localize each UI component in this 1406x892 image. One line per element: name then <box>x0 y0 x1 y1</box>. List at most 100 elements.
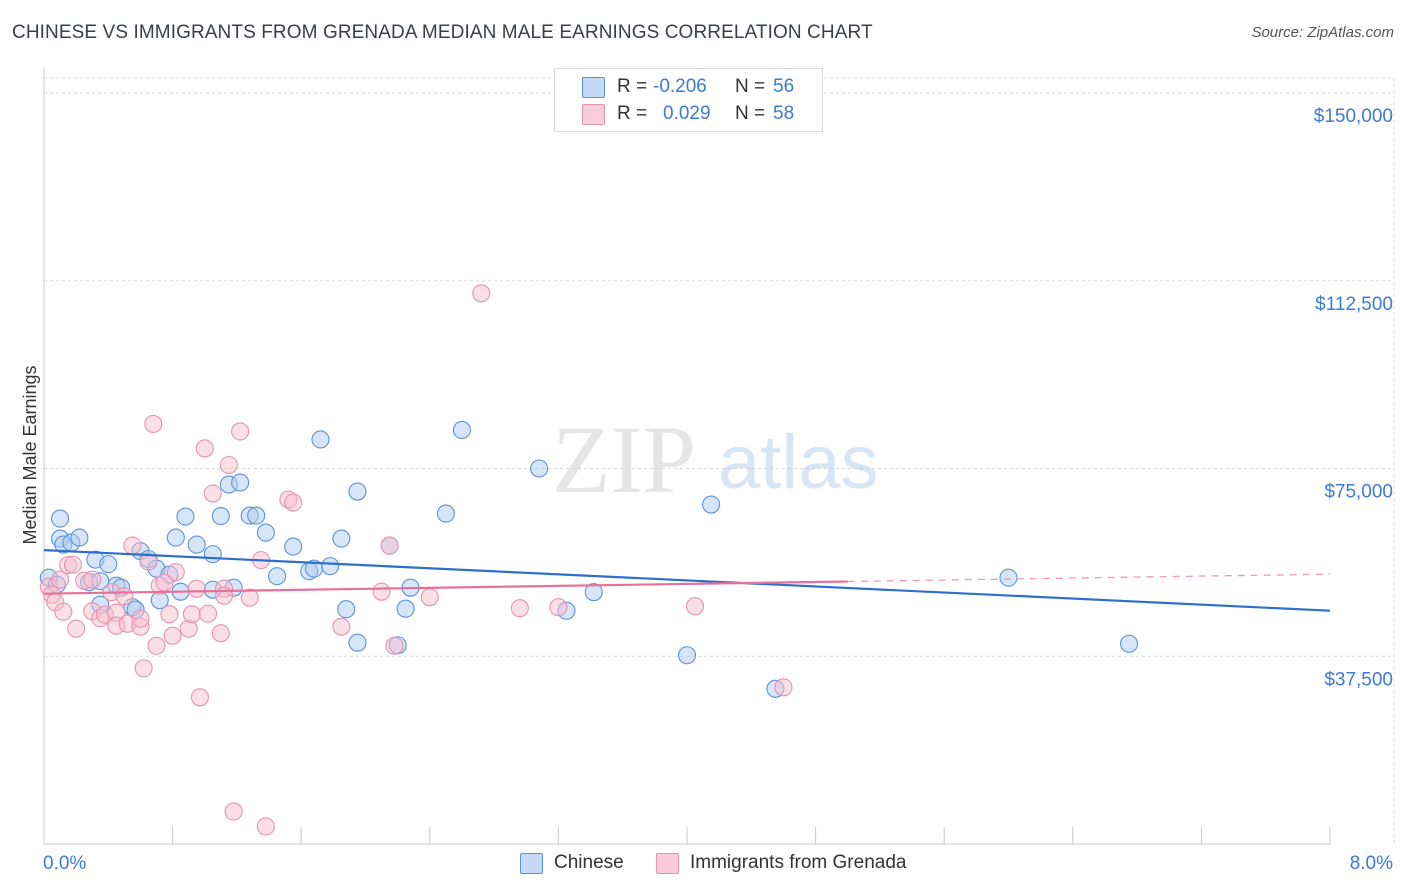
legend-r-value: 0.029 <box>663 103 711 124</box>
chinese-point <box>284 537 303 556</box>
grenada-point <box>160 605 179 624</box>
axis-labels: $37,500 $75,000 $112,500 $150,000 0.0% 8.0% Me… <box>20 106 1393 874</box>
chinese-point <box>203 545 222 564</box>
legend-row-grenada: R = 0.029 N = 58 <box>555 101 794 127</box>
x-tick-label-min: 0.0% <box>43 853 86 874</box>
grenada-point <box>203 484 222 503</box>
y-tick-label: $37,500 <box>1324 669 1393 690</box>
grenada-point <box>144 414 163 434</box>
series-swatch-grenada <box>656 852 679 874</box>
y-tick-label: $112,500 <box>1315 294 1393 315</box>
legend-r-label: R = <box>617 76 648 97</box>
grenada-point <box>163 626 182 645</box>
chinese-trend-line <box>43 549 1331 612</box>
grenada-point <box>83 570 102 589</box>
grenada-trend-line-projection <box>847 573 1331 583</box>
grenada-point <box>67 619 86 638</box>
grenada-point <box>774 678 793 697</box>
series-legend: Chinese Immigrants from Grenada <box>0 852 1406 878</box>
series-legend-grenada[interactable]: Immigrants from Grenada <box>656 852 906 874</box>
grenada-point <box>147 636 166 655</box>
grenada-point <box>190 688 209 707</box>
grenada-point <box>224 802 243 821</box>
chinese-point <box>999 568 1018 587</box>
gridlines <box>44 77 1395 844</box>
data-points <box>39 284 1139 836</box>
chinese-point <box>176 507 195 526</box>
grenada-point <box>420 588 439 607</box>
chinese-point <box>256 523 275 542</box>
series-label-chinese: Chinese <box>554 852 624 873</box>
chinese-point <box>677 646 697 665</box>
chinese-point <box>231 473 250 492</box>
watermark: ZIP atlas <box>552 406 879 513</box>
grenada-point <box>240 588 259 607</box>
y-tick-label: $75,000 <box>1324 482 1393 503</box>
grenada-point <box>187 579 206 598</box>
trend-lines <box>43 549 1331 612</box>
chinese-point <box>337 600 356 619</box>
chinese-point <box>452 420 472 440</box>
grenada-point <box>685 597 705 616</box>
chart-title: CHINESE VS IMMIGRANTS FROM GRENADA MEDIA… <box>12 22 873 43</box>
chinese-point <box>311 430 330 449</box>
legend-row-chinese: R = -0.206 N = 56 <box>555 74 794 100</box>
grenada-point <box>231 422 250 441</box>
axes <box>43 68 1331 845</box>
grenada-point <box>372 582 391 601</box>
chinese-point <box>99 555 118 574</box>
legend-r-value: -0.206 <box>653 76 707 97</box>
chinese-point <box>348 482 367 501</box>
grenada-point <box>214 586 234 605</box>
grenada-point <box>256 817 275 836</box>
grenada-point <box>131 609 150 628</box>
watermark-zip: ZIP <box>552 406 696 513</box>
chinese-point <box>332 529 351 548</box>
grenada-point <box>549 598 568 617</box>
chinese-point <box>166 528 185 547</box>
grenada-point <box>284 493 303 512</box>
grenada-point <box>332 617 351 636</box>
chinese-point <box>321 557 340 576</box>
grenada-point <box>219 455 238 475</box>
chinese-point <box>247 506 266 525</box>
chinese-point <box>51 509 70 528</box>
grenada-point <box>63 555 82 574</box>
grenada-point <box>166 563 185 582</box>
legend-n-value: 56 <box>773 76 795 97</box>
grenada-point <box>115 587 134 606</box>
y-axis-label: Median Male Earnings <box>20 365 40 544</box>
source-label: Source: ZipAtlas.com <box>1251 24 1394 41</box>
chinese-point <box>584 583 603 602</box>
grenada-point <box>385 636 404 655</box>
chinese-point <box>436 504 455 523</box>
chinese-point <box>211 507 230 526</box>
chinese-point <box>530 459 549 478</box>
chinese-point <box>187 535 206 554</box>
chinese-point <box>702 495 721 514</box>
series-label-grenada: Immigrants from Grenada <box>690 852 907 873</box>
grenada-point <box>51 570 70 589</box>
grenada-point <box>211 624 230 643</box>
chinese-point <box>396 599 415 618</box>
chinese-point <box>1120 634 1139 653</box>
chinese-point <box>268 567 287 586</box>
series-legend-chinese[interactable]: Chinese <box>520 852 624 874</box>
legend-swatch-grenada <box>582 103 605 125</box>
legend-swatch-chinese <box>582 76 605 98</box>
chinese-point <box>70 528 89 547</box>
series-swatch-chinese <box>520 852 543 874</box>
grenada-point <box>510 599 529 618</box>
watermark-atlas: atlas <box>718 420 879 505</box>
legend-r-label: R = <box>617 103 648 124</box>
legend-n-label: N = <box>735 103 766 124</box>
chinese-point <box>348 633 367 652</box>
correlation-legend: R = -0.206 N = 56 R = 0.029 N = 58 <box>554 68 823 132</box>
grenada-point <box>198 604 218 623</box>
grenada-point <box>472 284 491 303</box>
x-tick-label-max: 8.0% <box>1350 853 1393 874</box>
grenada-point <box>380 536 399 555</box>
grenada-trend-line <box>43 580 848 595</box>
grenada-point <box>54 602 73 621</box>
